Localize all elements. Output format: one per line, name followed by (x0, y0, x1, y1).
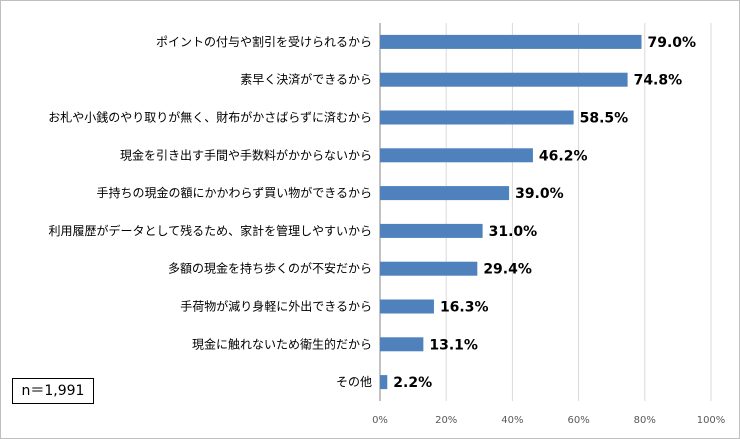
x-tick-label: 60% (567, 415, 589, 426)
data-label: 39.0% (515, 186, 564, 202)
data-label: 74.8% (634, 73, 683, 89)
bars (380, 34, 642, 390)
x-tick-label: 100% (697, 415, 726, 426)
category-label: その他 (336, 375, 372, 389)
bar (380, 337, 424, 352)
category-label: 多額の現金を持ち歩くのが不安だから (168, 261, 372, 276)
x-tick-label: 80% (634, 415, 656, 426)
data-label: 13.1% (429, 337, 478, 353)
bar (380, 375, 388, 390)
data-label: 16.3% (440, 300, 489, 316)
category-label: 現金に触れないため衛生的だから (192, 336, 372, 351)
bar (380, 186, 510, 201)
category-label: 手荷物が減り身軽に外出できるから (180, 299, 372, 314)
data-label: 2.2% (393, 375, 432, 391)
category-label: ポイントの付与や割引を受けられるから (156, 34, 372, 49)
bar (380, 72, 628, 87)
data-label: 58.5% (580, 111, 629, 127)
category-label: お札や小銭のやり取りが無く、財布がかさばらずに済むから (48, 110, 372, 125)
value-labels: 79.0% 74.8% 58.5% 46.2% 39.0% 31.0% 29.4% 16.3%… (393, 35, 696, 391)
x-tick-label: 0% (372, 415, 388, 426)
category-label: 現金を引き出す手間や手数料がかからないから (120, 147, 372, 162)
bar (380, 110, 574, 125)
category-labels: ポイントの付与や割引を受けられるから素早く決済ができるからお札や小銭のやり取りが… (48, 34, 372, 389)
data-label: 46.2% (539, 148, 588, 164)
sample-size-box: n＝1,991 (12, 378, 94, 404)
x-tick-labels: 0% 20% 40% 60% 80% 100% (372, 415, 725, 426)
bar (380, 148, 533, 163)
category-label: 手持ちの現金の額にかかわらず買い物ができるから (96, 185, 372, 200)
category-label: 利用履歴がデータとして残るため、家計を管理しやすいから (48, 223, 372, 238)
data-label: 29.4% (483, 262, 532, 278)
bar (380, 299, 434, 314)
bar (380, 223, 483, 238)
x-tick-label: 20% (435, 415, 457, 426)
data-label: 79.0% (647, 35, 696, 51)
data-label: 31.0% (489, 224, 538, 240)
bar (380, 34, 642, 49)
x-tick-label: 40% (501, 415, 523, 426)
category-label: 素早く決済ができるから (240, 72, 372, 87)
bar (380, 261, 478, 276)
